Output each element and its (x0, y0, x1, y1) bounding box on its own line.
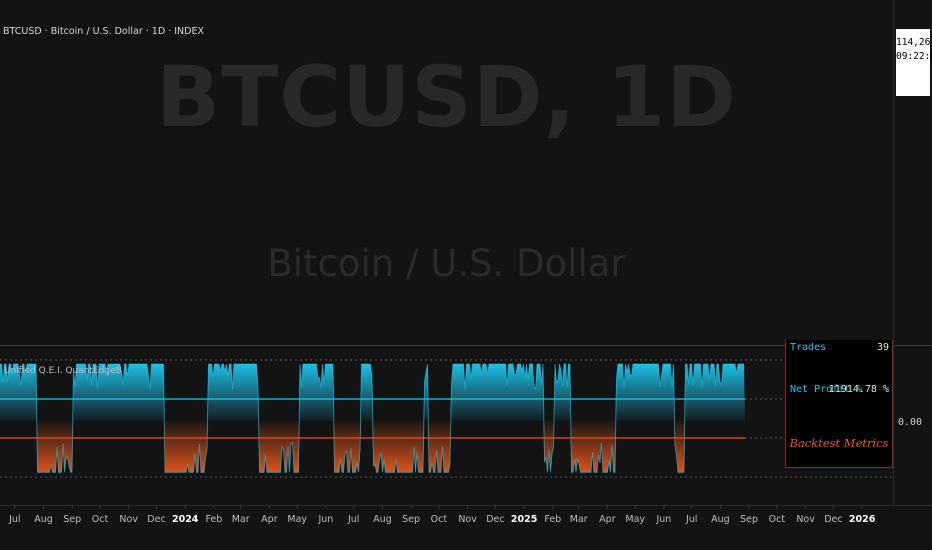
metrics-trades-label: Trades (790, 342, 827, 353)
time-tick-label: Dec (486, 514, 504, 525)
time-tick-label: Sep (402, 514, 420, 525)
bar-countdown: 09:22:00 (896, 51, 932, 62)
time-tick-label: Oct (431, 514, 448, 525)
time-tick-label: 2026 (849, 514, 876, 525)
time-tick-label: Apr (599, 514, 616, 525)
time-tick-label: Dec (147, 514, 165, 525)
osc-short-area (0, 421, 745, 473)
time-tick-label: Feb (205, 514, 222, 525)
time-tick-label: May (287, 514, 307, 525)
osc-line (0, 363, 744, 473)
time-tick-label: Aug (34, 514, 53, 525)
time-tick-label: 2024 (172, 514, 199, 525)
time-tick-label: Nov (796, 514, 815, 525)
time-tick-label: Nov (119, 514, 138, 525)
indicator-pane-label[interactable]: Unified Q.E.I. QuantEdgeB (4, 366, 122, 376)
chart-title[interactable]: BTCUSD · Bitcoin / U.S. Dollar · 1D · IN… (3, 26, 204, 37)
time-tick-label: Oct (92, 514, 109, 525)
time-tick-label: May (625, 514, 645, 525)
name-watermark: Bitcoin / U.S. Dollar (267, 242, 626, 285)
time-tick-label: 2025 (511, 514, 537, 525)
time-tick-label: Oct (769, 514, 786, 525)
time-tick-label: Jul (347, 514, 359, 525)
last-price-box: 114,268.71 09:22:00 (896, 29, 932, 96)
time-tick-label: Sep (740, 514, 758, 525)
time-tick-label: Jul (685, 514, 697, 525)
time-tick-label: Mar (570, 514, 588, 525)
time-tick-label: Nov (458, 514, 477, 525)
osc-zero-label: 0.00 (898, 417, 922, 428)
time-tick-label: Aug (711, 514, 730, 525)
time-tick-label: Feb (544, 514, 561, 525)
time-tick-label: Apr (261, 514, 278, 525)
time-tick-label: Mar (232, 514, 250, 525)
metrics-netprofit-label: Net Profit % (790, 384, 863, 395)
time-tick-label: Jul (8, 514, 20, 525)
metrics-trades-value: 39 (876, 342, 889, 353)
metrics-footer: Backtest Metrics (789, 436, 889, 450)
time-tick-label: Jun (655, 514, 671, 525)
symbol-watermark: BTCUSD, 1D (156, 48, 737, 146)
time-tick-label: Aug (373, 514, 392, 525)
metrics-netprofit-value: 11914.78 % (828, 384, 889, 395)
last-price: 114,268.71 (896, 37, 932, 48)
time-tick-label: Dec (824, 514, 842, 525)
time-tick-label: Sep (63, 514, 81, 525)
backtest-metrics-panel: Trades 39 Net Profit % 11914.78 % Backte… (785, 340, 893, 468)
time-tick-label: Jun (317, 514, 333, 525)
